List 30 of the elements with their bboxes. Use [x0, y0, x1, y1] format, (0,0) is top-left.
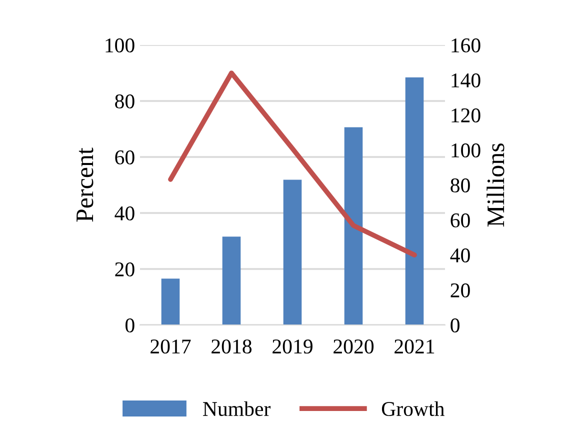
legend-label: Number — [203, 401, 270, 416]
x-tick-label: 2020 — [334, 339, 374, 354]
y2-tick-label: 100 — [452, 143, 480, 158]
x-tick-label: 2018 — [212, 339, 252, 354]
x-tick-label: 2021 — [394, 339, 434, 354]
bar — [283, 180, 302, 325]
bar — [222, 236, 241, 325]
y2-tick-label: 40 — [450, 248, 470, 262]
y2-tick-label: 120 — [452, 108, 480, 122]
y2-tick-label: 140 — [452, 73, 480, 88]
y2-tick-label: 60 — [450, 213, 470, 228]
y-tick-label: 80 — [115, 94, 134, 108]
line-series — [168, 70, 417, 258]
y2-tick-label: 0 — [450, 318, 460, 332]
legend-label: Growth — [382, 401, 444, 416]
bar — [405, 77, 424, 325]
y-tick-label: 0 — [126, 318, 134, 332]
x-tick-label: 2017 — [150, 339, 191, 354]
y-tick-label: 100 — [106, 38, 134, 52]
y2-axis-title: Millions — [486, 144, 504, 227]
y-tick-label: 60 — [115, 150, 134, 164]
y-tick-label: 20 — [115, 262, 134, 276]
bar — [161, 278, 180, 325]
bar — [344, 127, 363, 325]
y2-tick-label: 20 — [450, 283, 470, 298]
y2-tick-label: 160 — [452, 38, 480, 52]
x-tick-label: 2019 — [272, 339, 312, 354]
y-tick-label: 40 — [114, 206, 134, 220]
y2-tick-label: 80 — [450, 178, 470, 192]
y-axis-title: Percent — [76, 148, 94, 222]
